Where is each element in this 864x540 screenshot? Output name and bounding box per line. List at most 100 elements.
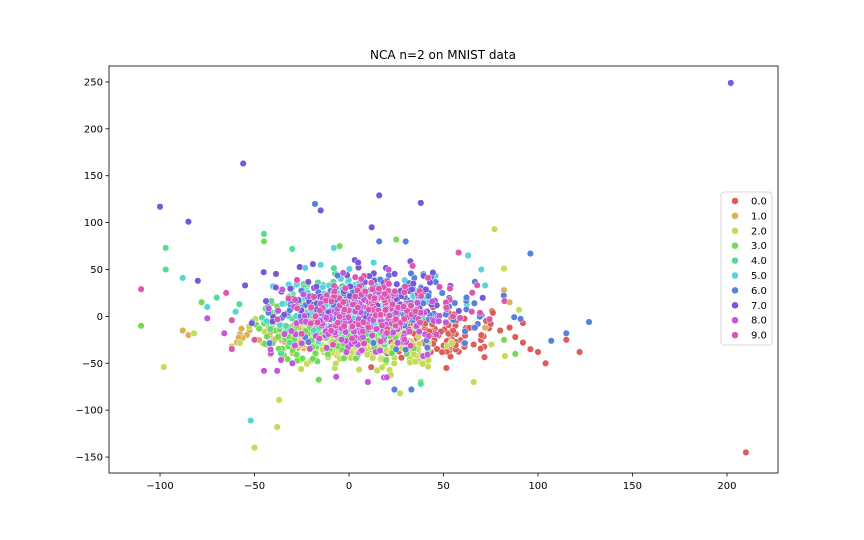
data-point [198,298,206,306]
data-point [408,285,416,293]
data-point [156,203,164,211]
data-point [352,354,360,362]
data-point [391,287,399,295]
data-point [424,292,432,300]
data-point [299,290,307,298]
data-point [262,297,270,305]
data-point [248,319,256,327]
data-point [435,317,443,325]
data-point [455,307,463,315]
data-point [479,294,487,302]
data-point [265,304,273,312]
data-point [330,264,338,272]
data-point [451,299,459,307]
data-point [228,345,236,353]
legend-label: 1.0 [751,211,767,222]
legend-label: 3.0 [751,241,767,252]
data-point [194,277,202,285]
data-point [179,326,187,335]
data-point [317,206,325,214]
data-point [400,335,408,343]
data-point [449,312,457,320]
data-point [433,345,441,353]
data-point [280,311,288,319]
data-point [496,326,504,335]
data-point [260,230,268,238]
data-point [273,423,281,431]
data-point [314,318,322,326]
data-point [306,345,314,353]
y-tick-label: 100 [84,218,103,229]
data-point [369,339,377,347]
data-point [328,297,336,305]
data-point [315,335,323,343]
data-point [400,303,408,311]
data-point [400,315,408,323]
data-point [542,359,550,367]
chart-title: NCA n=2 on MNIST data [370,48,516,62]
data-point [438,348,446,356]
data-point [470,378,478,386]
data-point [358,346,366,354]
data-point [411,358,419,366]
legend-marker [731,271,739,280]
data-point [315,376,323,384]
data-point [274,333,282,341]
data-point [304,338,313,346]
data-point [417,199,425,207]
data-point [526,345,534,353]
data-point [357,275,365,283]
data-point [455,249,463,257]
data-point [274,315,282,323]
data-point [406,327,414,336]
data-point [391,270,399,278]
data-point [422,285,430,294]
data-point [296,263,304,271]
data-point [397,354,406,362]
legend: 0.0 1.0 2.0 3.0 4.0 5.0 6.0 7.0 8.0 9.0 [720,191,773,346]
data-point [336,313,344,321]
data-point [365,306,373,314]
data-point [429,269,437,277]
data-point [340,322,348,330]
data-point [500,297,509,305]
data-point [489,309,497,317]
data-point [471,324,479,332]
data-point [184,218,192,226]
data-point [162,265,170,274]
data-point [506,324,514,332]
data-point [376,311,385,319]
data-point [339,269,347,277]
y-tick-label: −100 [76,406,103,417]
data-point [446,285,454,293]
data-point [288,245,296,253]
data-point [411,307,419,315]
data-point [239,159,247,168]
data-point [311,200,319,208]
data-point [392,315,400,323]
data-point [340,354,348,362]
data-point [287,327,295,335]
data-point [368,223,376,231]
data-point [407,342,415,350]
data-point [385,280,393,288]
data-point [375,191,383,199]
data-point [424,274,432,282]
data-point [477,265,485,274]
data-point [203,314,211,322]
x-tick-label: 50 [437,481,450,492]
data-point [461,339,469,347]
legend-marker [731,331,739,339]
legend-label: 2.0 [751,226,767,237]
data-point [222,289,230,297]
data-point [375,237,383,245]
data-point [415,328,423,336]
data-point [344,313,352,321]
data-point [382,356,390,364]
data-point [359,327,367,336]
data-point [526,250,534,258]
data-point [392,235,400,244]
y-tick-label: 0 [97,312,103,323]
data-point [324,350,332,358]
